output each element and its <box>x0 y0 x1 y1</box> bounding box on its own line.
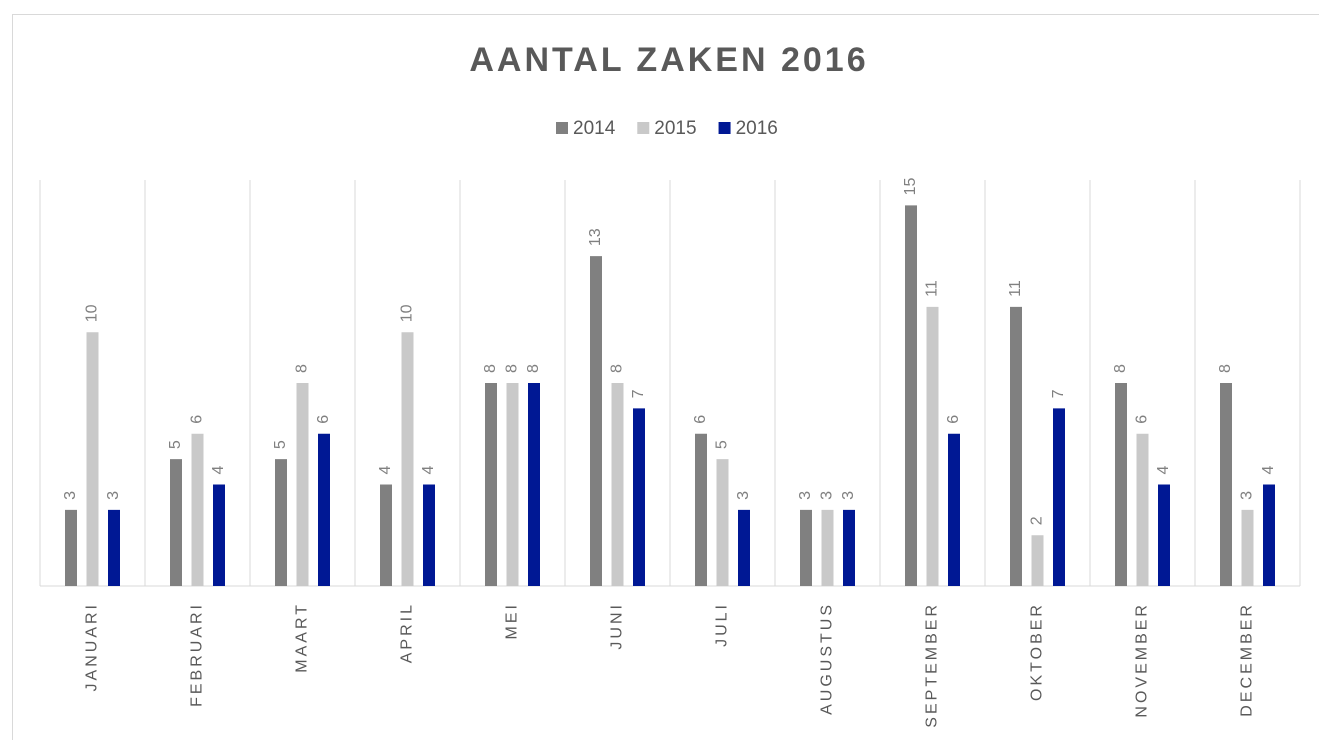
chart-title: AANTAL ZAKEN 2016 <box>469 41 868 79</box>
data-label: 6 <box>692 415 709 424</box>
data-label: 7 <box>1050 389 1067 398</box>
x-tick-label: SEPTEMBER <box>924 602 941 728</box>
data-label: 3 <box>735 491 752 500</box>
bar <box>318 433 330 586</box>
bar <box>1220 383 1232 586</box>
data-label: 4 <box>377 466 394 475</box>
bar <box>821 509 834 586</box>
x-tick-label: FEBRUARI <box>189 602 206 707</box>
data-label: 6 <box>315 415 332 424</box>
data-label: 6 <box>1134 415 1151 424</box>
bar <box>485 383 497 586</box>
data-label: 8 <box>504 364 521 373</box>
bar <box>843 509 855 586</box>
data-label: 3 <box>62 491 79 500</box>
bar <box>1115 383 1127 586</box>
data-label: 8 <box>1112 364 1129 373</box>
data-label: 11 <box>924 280 941 297</box>
data-label: 3 <box>105 491 122 500</box>
data-label: 10 <box>84 304 101 322</box>
data-label: 6 <box>189 415 206 424</box>
legend-label: 2016 <box>736 118 778 139</box>
legend-swatch <box>556 122 568 134</box>
data-label: 4 <box>1260 466 1277 475</box>
data-label: 7 <box>630 389 647 398</box>
bar <box>380 484 392 586</box>
x-tick-label: MEI <box>504 602 521 639</box>
data-label: 5 <box>714 440 731 449</box>
x-tick-label: JUNI <box>609 602 626 650</box>
bar <box>1241 509 1254 586</box>
x-tick-label: JULI <box>714 602 731 647</box>
bar <box>423 484 435 586</box>
bar <box>926 306 939 586</box>
chart-border <box>12 14 1319 740</box>
data-label: 15 <box>902 177 919 195</box>
legend-swatch <box>718 122 731 134</box>
bar <box>528 383 540 586</box>
bar <box>86 332 99 586</box>
bar <box>1031 535 1044 586</box>
legend-swatch <box>637 122 650 134</box>
bar <box>506 383 519 586</box>
bar <box>695 433 707 586</box>
data-label: 8 <box>1217 364 1234 373</box>
data-label: 2 <box>1029 516 1046 525</box>
bar <box>1136 433 1149 586</box>
bar <box>1053 408 1065 586</box>
data-label: 11 <box>1007 280 1024 297</box>
x-tick-label: AUGUSTUS <box>819 602 836 715</box>
bar <box>275 459 287 586</box>
data-label: 5 <box>272 440 289 449</box>
bar <box>716 459 729 586</box>
bar <box>590 256 602 586</box>
data-label: 4 <box>210 466 227 475</box>
bar <box>633 408 645 586</box>
data-label: 4 <box>1155 466 1172 475</box>
x-tick-label: DECEMBER <box>1239 602 1256 717</box>
x-tick-label: NOVEMBER <box>1134 602 1151 718</box>
bar <box>296 383 309 586</box>
data-label: 3 <box>797 491 814 500</box>
x-tick-label: OKTOBER <box>1029 602 1046 701</box>
data-label: 3 <box>1239 491 1256 500</box>
x-tick-label: APRIL <box>399 602 416 663</box>
bar <box>65 509 77 586</box>
x-tick-label: MAART <box>294 602 311 673</box>
data-label: 3 <box>840 491 857 500</box>
bar <box>213 484 225 586</box>
bar <box>905 205 917 586</box>
bar <box>611 383 624 586</box>
bar <box>1263 484 1275 586</box>
legend-label: 2015 <box>654 118 696 139</box>
bar <box>401 332 414 586</box>
data-label: 3 <box>819 491 836 500</box>
data-label: 13 <box>587 228 604 246</box>
bar <box>800 509 812 586</box>
data-label: 4 <box>420 466 437 475</box>
data-label: 6 <box>945 415 962 424</box>
x-tick-label: JANUARI <box>84 602 101 691</box>
bar <box>170 459 182 586</box>
legend-label: 2014 <box>573 118 616 139</box>
data-label: 5 <box>167 440 184 449</box>
bar <box>1010 306 1022 586</box>
bar <box>191 433 204 586</box>
bar <box>738 509 750 586</box>
bar <box>1158 484 1170 586</box>
bar <box>948 433 960 586</box>
data-label: 8 <box>609 364 626 373</box>
bar <box>108 509 120 586</box>
data-label: 8 <box>482 364 499 373</box>
data-label: 10 <box>399 304 416 322</box>
data-label: 8 <box>525 364 542 373</box>
data-label: 8 <box>294 364 311 373</box>
